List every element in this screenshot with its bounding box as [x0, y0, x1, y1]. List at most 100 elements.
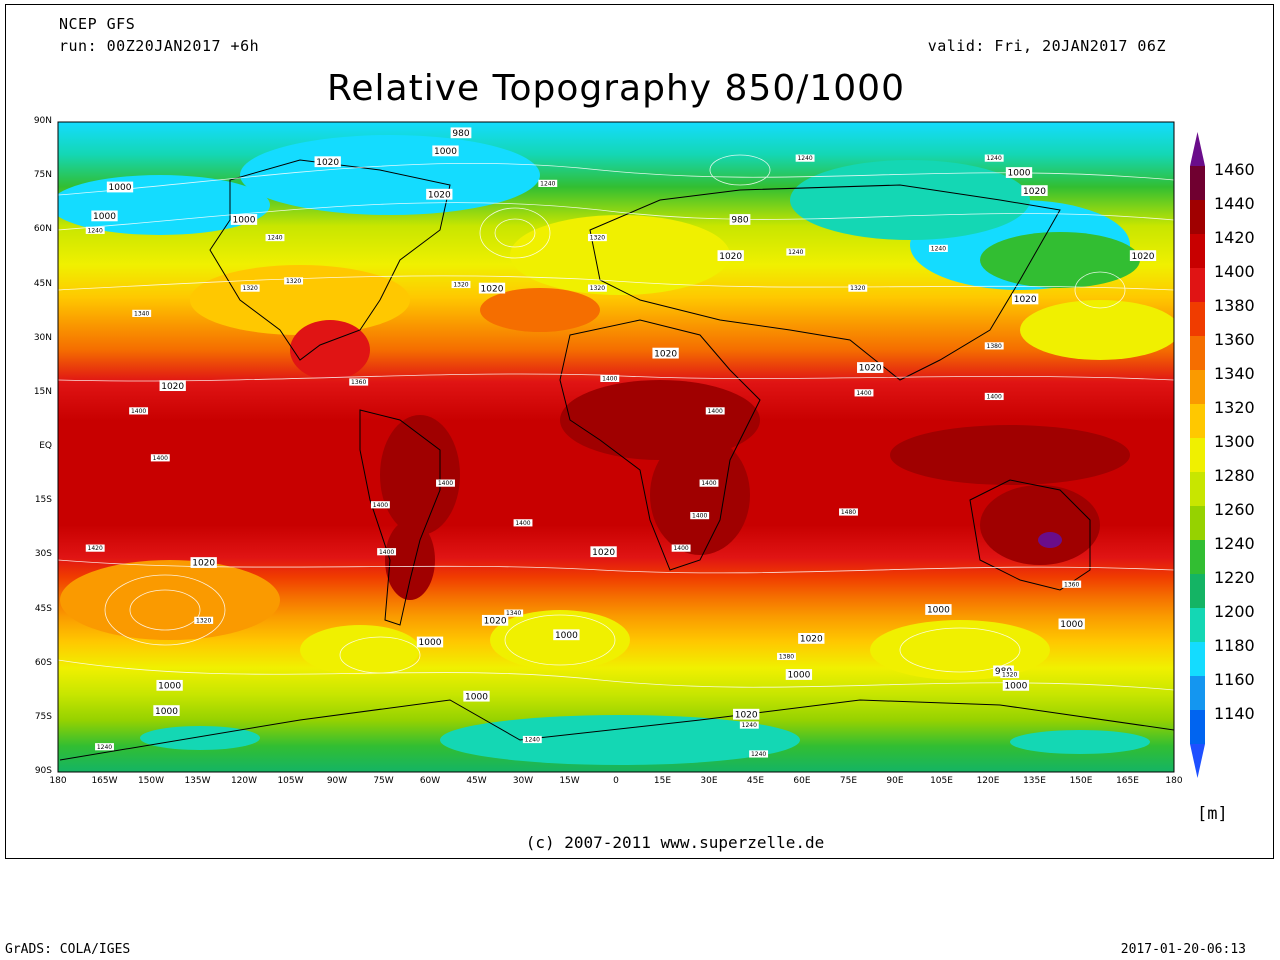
colorbar-value-label: 1380: [1214, 296, 1255, 315]
isobar-label: 1000: [1004, 681, 1027, 691]
map-title: Relative Topography 850/1000: [327, 68, 905, 109]
lon-tick-label: 15E: [653, 776, 672, 786]
isobar-label-bg: [1058, 618, 1085, 630]
isobar-label-bg: [159, 380, 186, 392]
isobar-label: 1020: [481, 284, 504, 294]
isobar-label-bg: [1005, 167, 1033, 178]
colorbar-value-label: 1260: [1214, 500, 1255, 519]
thickness-label: 1400: [379, 549, 394, 556]
thickness-label-bg: [690, 512, 710, 520]
thickness-label: 1240: [931, 245, 946, 252]
colorbar-value-label: 1300: [1214, 432, 1255, 451]
colorbar-swatch: [1190, 268, 1205, 302]
lon-tick-label: 105E: [930, 776, 953, 786]
thickness-label-bg: [284, 277, 304, 285]
colorbar-swatch: [1190, 676, 1205, 710]
isobar-label: 1020: [654, 349, 677, 359]
thickness-label-bg: [132, 309, 152, 317]
isobar-label-bg: [857, 362, 884, 373]
colorbar-min-arrow: [1190, 744, 1205, 778]
isobar-label-bg: [230, 214, 258, 225]
colorbar-value-label: 1200: [1214, 602, 1255, 621]
isobar-label-bg: [1012, 293, 1039, 305]
lon-tick-label: 30E: [700, 776, 718, 786]
thickness-label-bg: [522, 735, 542, 744]
isobar-label-bg: [481, 614, 509, 626]
lon-tick-label: 150E: [1069, 776, 1093, 786]
thickness-label-bg: [85, 544, 105, 552]
thickness-label-bg: [538, 179, 558, 187]
isobar-label: 980: [731, 216, 748, 226]
colorbar-swatch: [1190, 336, 1205, 370]
thickness-label: 1240: [797, 155, 812, 162]
thickness-label: 1320: [850, 285, 865, 292]
isobar-label-bg: [450, 127, 472, 139]
isobar-label-bg: [1129, 250, 1157, 262]
lon-tick-label: 120E: [976, 776, 1000, 786]
lon-tick-label: 165W: [91, 776, 118, 786]
colorbar-max-arrow: [1190, 132, 1205, 166]
colorbar-swatch: [1190, 370, 1205, 404]
thickness-label-bg: [600, 374, 620, 382]
isobar-label: 1020: [1014, 295, 1037, 305]
isobar-label: 1020: [161, 382, 184, 392]
isobar-label-bg: [553, 629, 580, 641]
lat-tick-label: 30N: [33, 332, 52, 343]
colorbar-value-label: 1440: [1214, 194, 1255, 213]
lon-tick-label: 180: [1165, 776, 1183, 786]
thickness-label-bg: [854, 389, 874, 397]
thickness-label-bg: [705, 407, 725, 415]
colorbar-swatch: [1190, 200, 1205, 234]
isobar-label: 1020: [192, 559, 215, 569]
colorbar-swatch: [1190, 166, 1205, 200]
isobar-label: 1000: [465, 692, 488, 702]
colorbar-swatch: [1190, 710, 1205, 744]
contour-labels: 980 1000 1020 1000 1000 1000 1020 980 1020 1000 10…: [91, 127, 1157, 720]
lon-tick-label: 105W: [277, 776, 304, 786]
colorbar-swatch: [1190, 302, 1205, 336]
isobar-label-bg: [91, 210, 118, 222]
colorbar-value-label: 1360: [1214, 330, 1255, 349]
thickness-label-bg: [671, 544, 691, 552]
thickness-label: 1380: [779, 654, 794, 661]
thickness-label-bg: [699, 479, 719, 487]
thickness-label: 1360: [1064, 581, 1079, 588]
isobar-label: 1000: [927, 606, 950, 616]
thickness-label: 1400: [515, 520, 530, 527]
small-contour-labels: 1240 1240 1340 1320 1320 1320 1320 1320 1240 1240…: [85, 154, 1082, 758]
thickness-label-bg: [265, 233, 285, 242]
thickness-label-bg: [928, 244, 948, 252]
isobar-label-bg: [993, 665, 1014, 677]
thickness-label-bg: [150, 454, 170, 462]
lat-tick-label: 15N: [33, 386, 52, 397]
isobar-label-bg: [426, 188, 453, 200]
thickness-label-bg: [349, 378, 369, 386]
isobar-label: 1000: [434, 147, 457, 157]
colorbar-value-label: 1320: [1214, 398, 1255, 417]
isobar-label: 1020: [735, 710, 758, 720]
colorbar-swatch: [1190, 404, 1205, 438]
copyright-text: (c) 2007-2011 www.superzelle.de: [525, 833, 825, 852]
run-info: run: 00Z20JAN2017 +6h: [59, 37, 260, 55]
thickness-label: 1320: [243, 285, 258, 292]
thickness-label: 1320: [453, 282, 468, 289]
figure-frame: [5, 4, 1274, 859]
thickness-label: 1400: [692, 513, 707, 520]
colorbar-value-label: 1420: [1214, 228, 1255, 247]
isobar-label-bg: [925, 604, 952, 615]
isobar-label-bg: [717, 250, 744, 262]
isobar-label: 1020: [1132, 252, 1155, 262]
isobar-label: 1020: [719, 252, 742, 262]
thickness-label: 1400: [701, 480, 716, 487]
thickness-label: 1240: [88, 227, 103, 234]
thickness-label: 1400: [856, 390, 871, 397]
colorbar-value-label: 1140: [1214, 704, 1255, 723]
valid-time: valid: Fri, 20JAN2017 06Z: [927, 37, 1166, 55]
thickness-label-bg: [129, 407, 149, 415]
isobar-label: 1020: [428, 190, 451, 200]
isobar-label: 1000: [787, 671, 810, 681]
colorbar-swatch: [1190, 608, 1205, 642]
thickness-label-bg: [786, 248, 806, 256]
thickness-label: 1420: [88, 545, 103, 552]
thickness-label-bg: [504, 609, 524, 617]
